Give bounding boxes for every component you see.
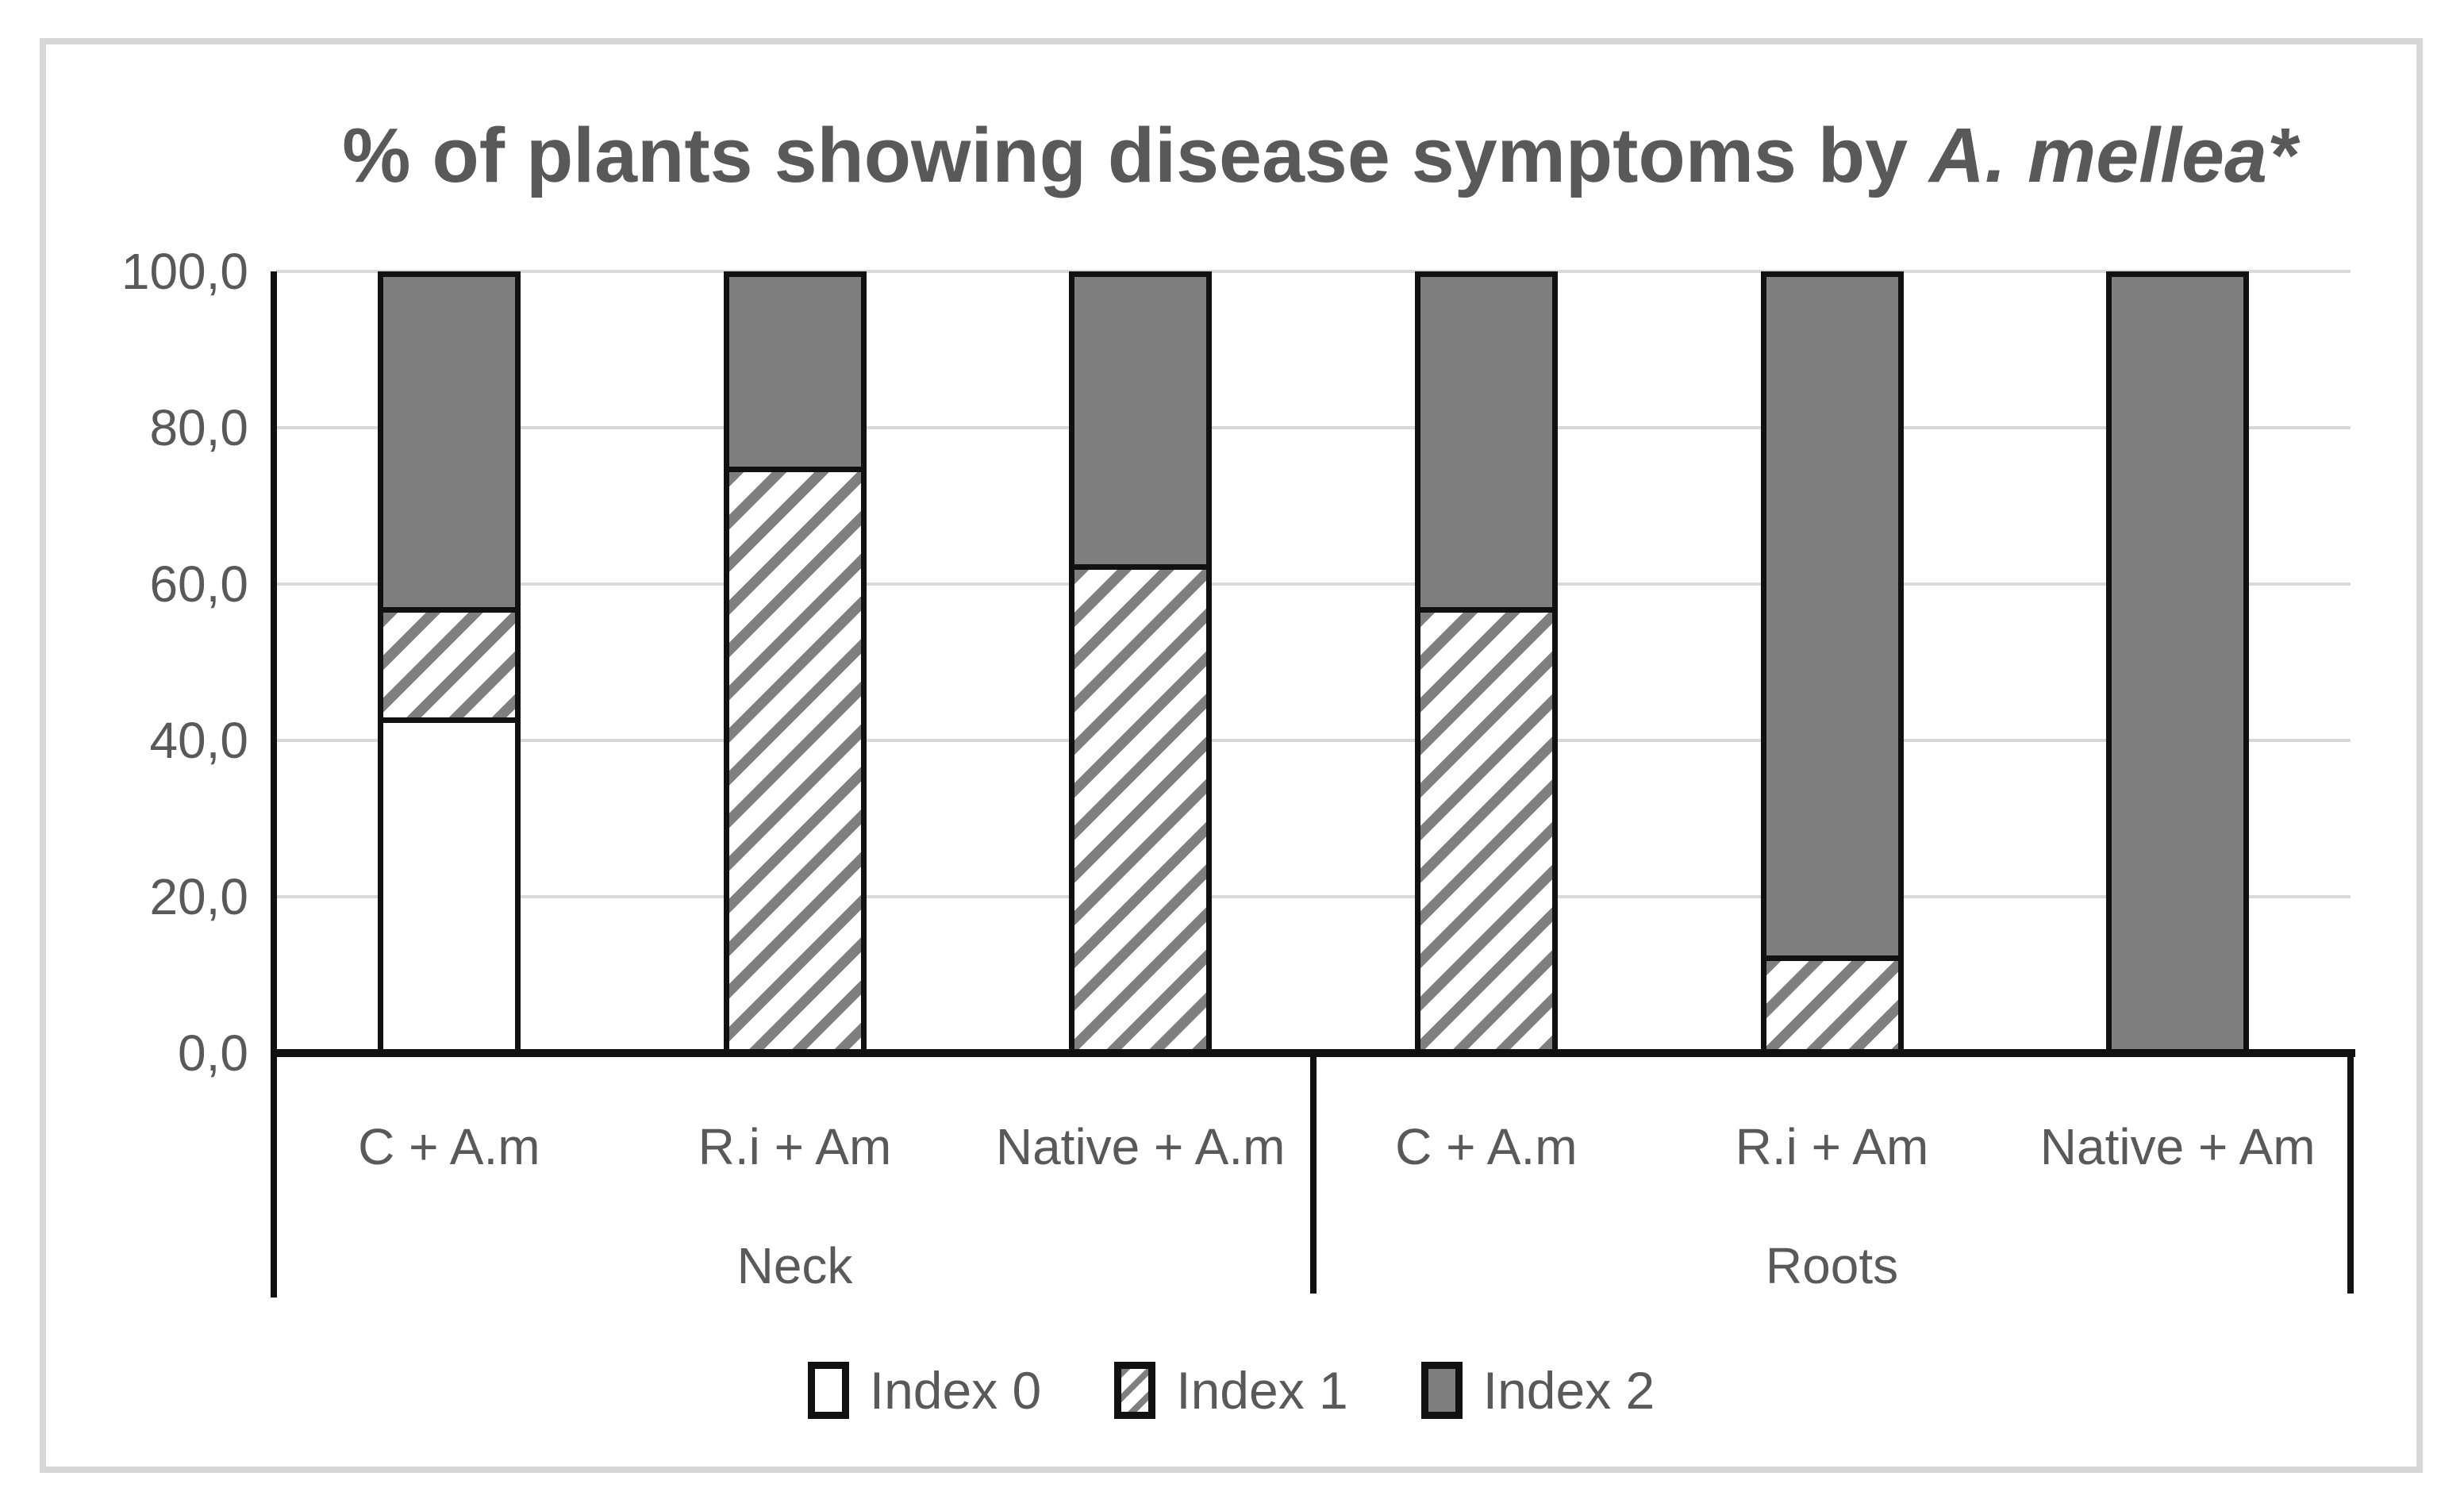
y-axis-tick-label: 80,0 [149,399,248,456]
bar-segment-index-1 [377,606,521,718]
y-axis-tick-label: 40,0 [149,712,248,769]
legend-item-index-1: Index 1 [1114,1359,1348,1422]
legend-swatch-index-1 [1114,1362,1156,1419]
axis-right-border-line [2347,1053,2354,1294]
chart-title: % of plants showing disease symptoms by … [283,108,2357,203]
bar-segment-index-2 [1069,271,1213,565]
chart-title-text: % of plants showing disease symptoms by [342,112,1930,198]
bar-segment-index-1 [1414,606,1558,1053]
gridline [276,739,2351,742]
gridline [276,270,2351,273]
category-label: Native + A.m [995,1118,1286,1175]
bar-segment-index-2 [723,271,867,467]
bar [1414,271,1558,1053]
gridline [276,582,2351,586]
group-label-neck: Neck [736,1237,853,1294]
bar [723,271,867,1053]
y-axis-tick-label: 60,0 [149,556,248,613]
bar-segment-index-0 [377,717,521,1053]
y-axis-tick-label: 20,0 [149,868,248,925]
chart-title-species: A. mellea* [1929,112,2297,198]
legend-item-index-2: Index 2 [1420,1359,1655,1422]
category-label: R.i + Am [698,1118,892,1175]
legend-item-index-0: Index 0 [807,1359,1042,1422]
group-divider-line [1310,1053,1317,1294]
legend-swatch-index-0 [807,1362,849,1419]
bar-segment-index-2 [1414,271,1558,607]
legend-label: Index 2 [1482,1361,1655,1420]
category-label: R.i + Am [1735,1118,1929,1175]
bar-segment-index-2 [1760,271,1904,955]
bar-segment-index-1 [1069,564,1213,1053]
bar-segment-index-2 [2106,271,2250,1053]
bar [377,271,521,1053]
category-label: C + A.m [358,1118,540,1175]
legend-label: Index 0 [869,1361,1042,1420]
legend-label: Index 1 [1176,1361,1348,1420]
y-axis-line [271,271,277,1297]
category-label: C + A.m [1395,1118,1578,1175]
y-axis-tick-label: 0,0 [178,1025,248,1082]
gridline [276,426,2351,429]
bar [1069,271,1213,1053]
group-label-roots: Roots [1765,1237,1899,1294]
bar-segment-index-1 [1760,955,1904,1053]
bar [2106,271,2250,1053]
y-axis-tick-label: 100,0 [121,243,248,300]
legend-swatch-index-2 [1420,1362,1463,1419]
gridline [276,895,2351,898]
bar-segment-index-1 [723,467,867,1053]
legend: Index 0 Index 1 Index 2 [40,1359,2423,1422]
bar-segment-index-2 [377,271,521,607]
category-label: Native + Am [2039,1118,2316,1175]
bar [1760,271,1904,1053]
